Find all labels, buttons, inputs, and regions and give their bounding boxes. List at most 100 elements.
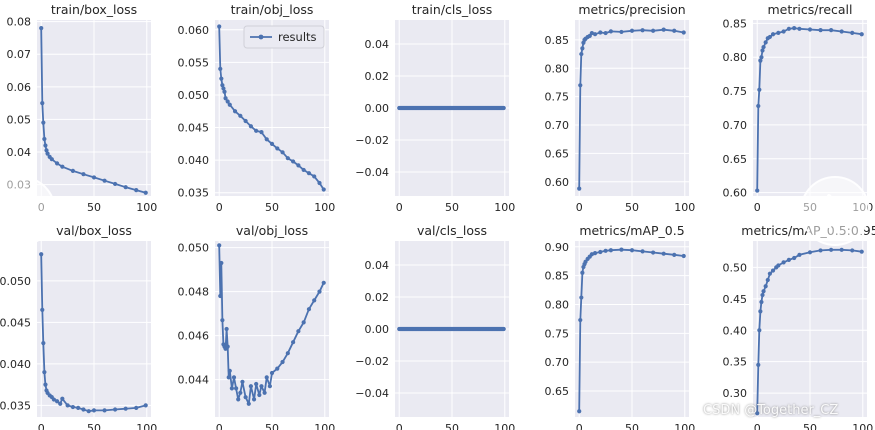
y-tick-label: −0.04 xyxy=(355,166,389,179)
x-tick-label: 100 xyxy=(674,201,695,214)
subplot-metrics_map_05_095: metrics/mAP_0.5:0.950501000.300.350.400.… xyxy=(723,223,875,430)
data-point xyxy=(755,411,760,416)
data-point xyxy=(306,171,312,176)
y-tick-label: 0.70 xyxy=(545,119,570,132)
x-tick-label: 50 xyxy=(87,201,101,214)
data-point xyxy=(765,277,770,283)
subplot-title: val/obj_loss xyxy=(236,223,308,238)
data-point xyxy=(123,185,128,190)
data-point xyxy=(102,178,107,183)
next-image-button[interactable] xyxy=(800,176,870,246)
y-tick-label: 0.65 xyxy=(545,385,570,398)
y-tick-label: 0.00 xyxy=(365,323,390,336)
y-tick-label: 0.04 xyxy=(365,259,390,272)
data-point xyxy=(113,181,118,187)
data-point xyxy=(501,326,506,332)
y-tick-label: 0.035 xyxy=(178,187,210,200)
data-point xyxy=(759,299,764,305)
data-point xyxy=(839,29,844,34)
data-point xyxy=(577,409,582,414)
data-point xyxy=(681,253,686,259)
data-point xyxy=(672,252,677,257)
data-point xyxy=(589,30,594,36)
data-point xyxy=(219,260,224,266)
data-point xyxy=(43,382,48,387)
y-tick-label: 0.06 xyxy=(7,81,32,94)
watermark-text: CSDN @Together_CZ xyxy=(703,403,839,418)
y-tick-label: 0.85 xyxy=(545,270,570,283)
data-point xyxy=(143,190,148,195)
data-point xyxy=(296,163,301,168)
data-point xyxy=(285,156,290,161)
y-tick-label: 0.80 xyxy=(723,51,748,64)
data-point xyxy=(42,136,47,142)
previous-image-button[interactable] xyxy=(0,176,56,246)
data-point xyxy=(629,248,635,253)
data-point xyxy=(238,390,243,395)
data-point xyxy=(579,51,584,57)
data-point xyxy=(225,99,230,104)
data-point xyxy=(232,109,238,114)
data-point xyxy=(275,146,280,151)
y-tick-label: 0.85 xyxy=(545,34,570,47)
data-point xyxy=(248,124,253,129)
data-point xyxy=(223,96,228,101)
data-point xyxy=(781,260,786,265)
y-tick-label: 0.85 xyxy=(723,17,748,30)
x-tick-label: 100 xyxy=(494,422,515,430)
y-tick-label: 0.060 xyxy=(178,24,210,37)
subplot-title: train/obj_loss xyxy=(231,2,314,17)
data-point xyxy=(760,48,765,53)
data-point xyxy=(797,252,802,257)
y-tick-label: 0.75 xyxy=(723,85,748,98)
x-tick-label: 50 xyxy=(87,422,101,430)
data-point xyxy=(776,263,781,268)
y-tick-label: 0.050 xyxy=(178,89,210,102)
data-point xyxy=(285,351,290,356)
y-tick-label: −0.02 xyxy=(355,134,389,147)
data-point xyxy=(51,397,56,402)
data-point xyxy=(70,404,75,410)
y-tick-label: 0.040 xyxy=(0,358,31,371)
data-point xyxy=(45,151,50,156)
chevron-right-icon xyxy=(827,194,845,228)
data-point xyxy=(317,289,322,294)
data-point xyxy=(54,399,60,404)
x-tick-label: 100 xyxy=(494,201,515,214)
data-point xyxy=(807,27,813,32)
data-point xyxy=(41,120,46,125)
data-point xyxy=(603,30,608,36)
y-tick-label: 0.02 xyxy=(365,291,390,304)
data-point xyxy=(797,26,802,31)
data-point xyxy=(238,113,243,118)
data-point xyxy=(254,381,259,387)
x-tick-label: 0 xyxy=(754,201,761,214)
data-point xyxy=(259,384,264,389)
y-tick-label: 0.04 xyxy=(365,38,390,51)
x-tick-label: 50 xyxy=(445,201,459,214)
subplot-train_obj_loss: train/obj_loss 0 50 100 0.035 0.040 0.045 0.050… xyxy=(178,2,336,214)
y-tick-label: 0.75 xyxy=(545,327,570,340)
data-point xyxy=(598,30,603,35)
data-point xyxy=(243,395,248,400)
y-tick-label: 0.50 xyxy=(723,261,748,274)
data-point xyxy=(317,180,322,186)
data-point xyxy=(829,28,834,33)
data-point xyxy=(217,24,222,29)
data-point xyxy=(58,401,63,406)
data-point xyxy=(70,168,75,174)
data-point xyxy=(792,26,797,31)
data-point xyxy=(580,46,585,51)
data-point xyxy=(44,148,49,153)
x-tick-label: 100 xyxy=(136,422,157,430)
subplot-metrics_map_05: metrics/mAP_0.5 0 50 100 0.65 0.70 0.75 0.80 0.8… xyxy=(545,223,696,430)
data-point xyxy=(65,403,70,408)
legend-marker xyxy=(258,34,264,40)
y-tick-label: 0.050 xyxy=(0,275,31,288)
data-point xyxy=(301,167,306,173)
data-point xyxy=(243,118,248,124)
data-point xyxy=(619,29,624,35)
data-point xyxy=(755,188,760,193)
data-point xyxy=(608,248,613,253)
subplot-title: val/box_loss xyxy=(56,223,132,238)
